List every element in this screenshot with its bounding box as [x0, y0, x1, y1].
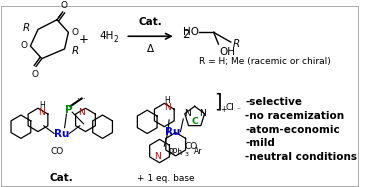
- Text: N: N: [199, 109, 206, 118]
- Text: 3: 3: [184, 152, 188, 157]
- Text: -atom-economic: -atom-economic: [245, 125, 340, 135]
- Text: Cl: Cl: [225, 103, 234, 112]
- Text: + 1 eq. base: + 1 eq. base: [137, 174, 195, 183]
- Text: -selective: -selective: [245, 97, 302, 107]
- Text: N: N: [164, 103, 170, 112]
- Text: CO: CO: [184, 142, 197, 151]
- Text: Cat.: Cat.: [139, 16, 163, 27]
- Text: Δ: Δ: [147, 44, 154, 54]
- Text: ]: ]: [214, 93, 221, 112]
- Text: Ru: Ru: [54, 128, 70, 139]
- Text: Cat.: Cat.: [50, 173, 74, 183]
- Text: O: O: [20, 42, 28, 50]
- Text: Ar: Ar: [194, 147, 202, 156]
- Text: P: P: [65, 105, 72, 115]
- Text: OH: OH: [219, 47, 235, 57]
- Text: O: O: [71, 28, 78, 37]
- Text: C: C: [191, 117, 198, 126]
- Text: +: +: [220, 105, 227, 114]
- Text: -mild: -mild: [245, 138, 275, 148]
- Text: H: H: [39, 101, 45, 110]
- Text: N: N: [78, 108, 85, 117]
- Text: N: N: [39, 108, 45, 117]
- Text: -neutral conditions: -neutral conditions: [245, 152, 357, 162]
- Text: R = H; Me (racemic or chiral): R = H; Me (racemic or chiral): [200, 57, 331, 66]
- Text: H: H: [164, 96, 170, 105]
- Text: -no racemization: -no racemization: [245, 111, 344, 121]
- Text: CO: CO: [50, 147, 64, 156]
- Text: R: R: [233, 39, 240, 49]
- Text: 2: 2: [113, 35, 118, 44]
- Text: 2: 2: [182, 28, 190, 41]
- Text: R: R: [23, 22, 30, 33]
- Text: R: R: [72, 46, 79, 56]
- Text: O: O: [60, 1, 67, 10]
- Text: N: N: [184, 109, 191, 118]
- Text: 4H: 4H: [100, 31, 114, 41]
- Text: PPh: PPh: [168, 148, 182, 157]
- Text: HO: HO: [183, 27, 200, 37]
- Text: ⁻: ⁻: [237, 106, 240, 115]
- Text: +: +: [79, 33, 88, 46]
- Text: Ru: Ru: [165, 127, 181, 137]
- Text: ...: ...: [77, 92, 86, 101]
- Text: N: N: [154, 152, 161, 161]
- Text: O: O: [32, 70, 39, 79]
